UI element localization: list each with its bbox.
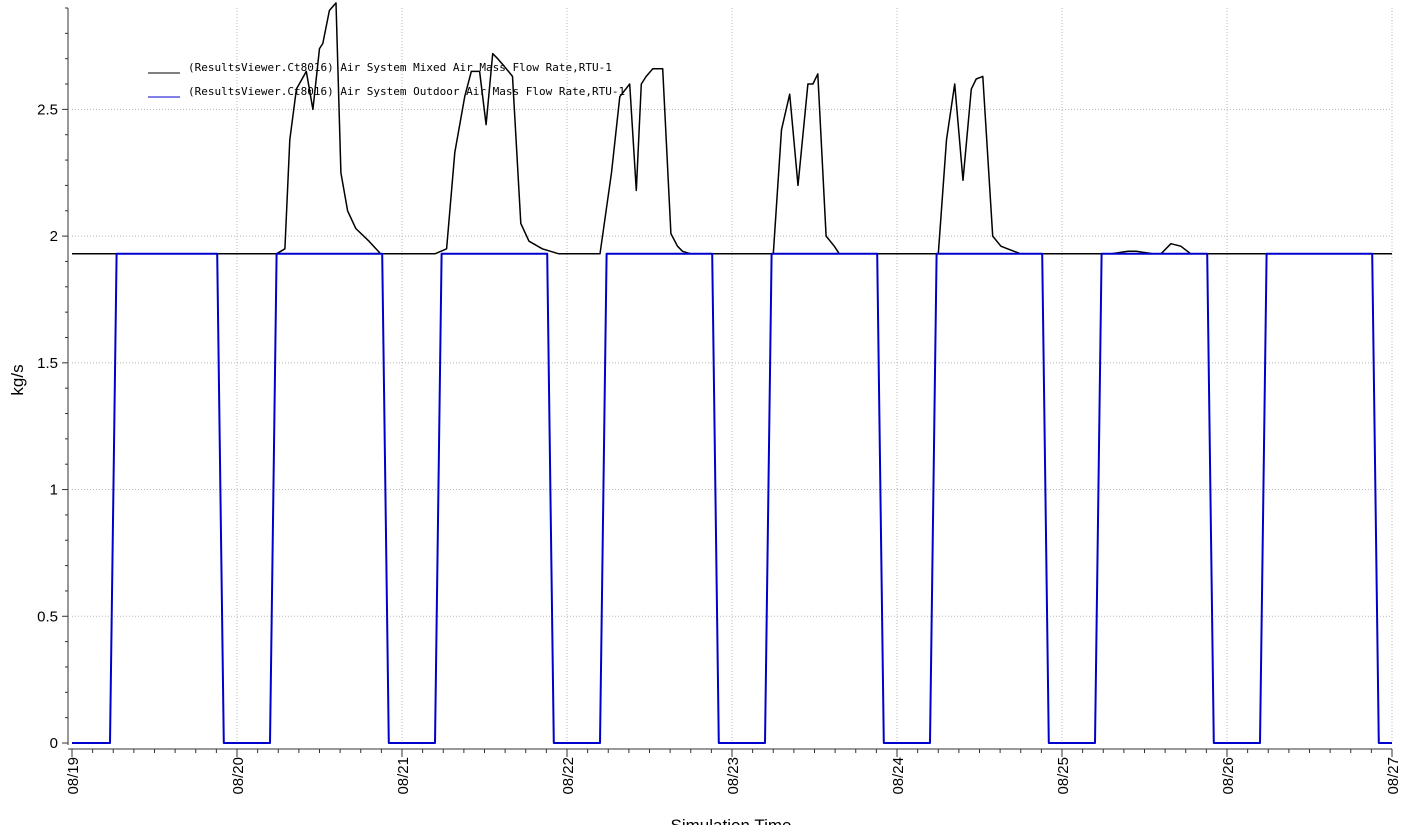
tick-labels: 0 0.5 1 1.5 2 2.5 08/19 08/20 08/21 08/22 08/23 08/… [37, 101, 1402, 794]
x-tick-label: 08/27 [1385, 757, 1402, 795]
y-tick-label: 0 [50, 735, 58, 752]
y-tick-label: 0.5 [37, 608, 58, 625]
y-tick-label: 1 [50, 482, 58, 499]
axes [62, 7, 1393, 757]
x-tick-label: 08/25 [1055, 757, 1072, 795]
y-tick-label: 1.5 [37, 355, 58, 372]
legend-entry: (ResultsViewer.Ct8016) Air System Outdoo… [188, 85, 625, 98]
legend: (ResultsViewer.Ct8016) Air System Mixed … [148, 61, 625, 98]
x-tick-label: 08/26 [1220, 757, 1237, 795]
y-tick-label: 2 [50, 228, 58, 245]
series-line-mixed-air [72, 2, 1392, 255]
x-tick-label: 08/21 [395, 757, 412, 795]
legend-entry: (ResultsViewer.Ct8016) Air System Mixed … [188, 61, 612, 74]
series-group [72, 2, 1392, 744]
y-tick-label: 2.5 [37, 101, 58, 118]
series-line-outdoor-air [72, 252, 1392, 744]
x-tick-label: 08/22 [560, 757, 577, 795]
y-axis-title: kg/s [8, 364, 27, 395]
x-tick-label: 08/24 [890, 757, 907, 795]
x-tick-label: 08/19 [65, 757, 82, 795]
grid [72, 8, 1393, 743]
x-tick-label: 08/23 [725, 757, 742, 795]
x-tick-label: 08/20 [230, 757, 247, 795]
x-axis-title: Simulation Time [671, 816, 792, 825]
